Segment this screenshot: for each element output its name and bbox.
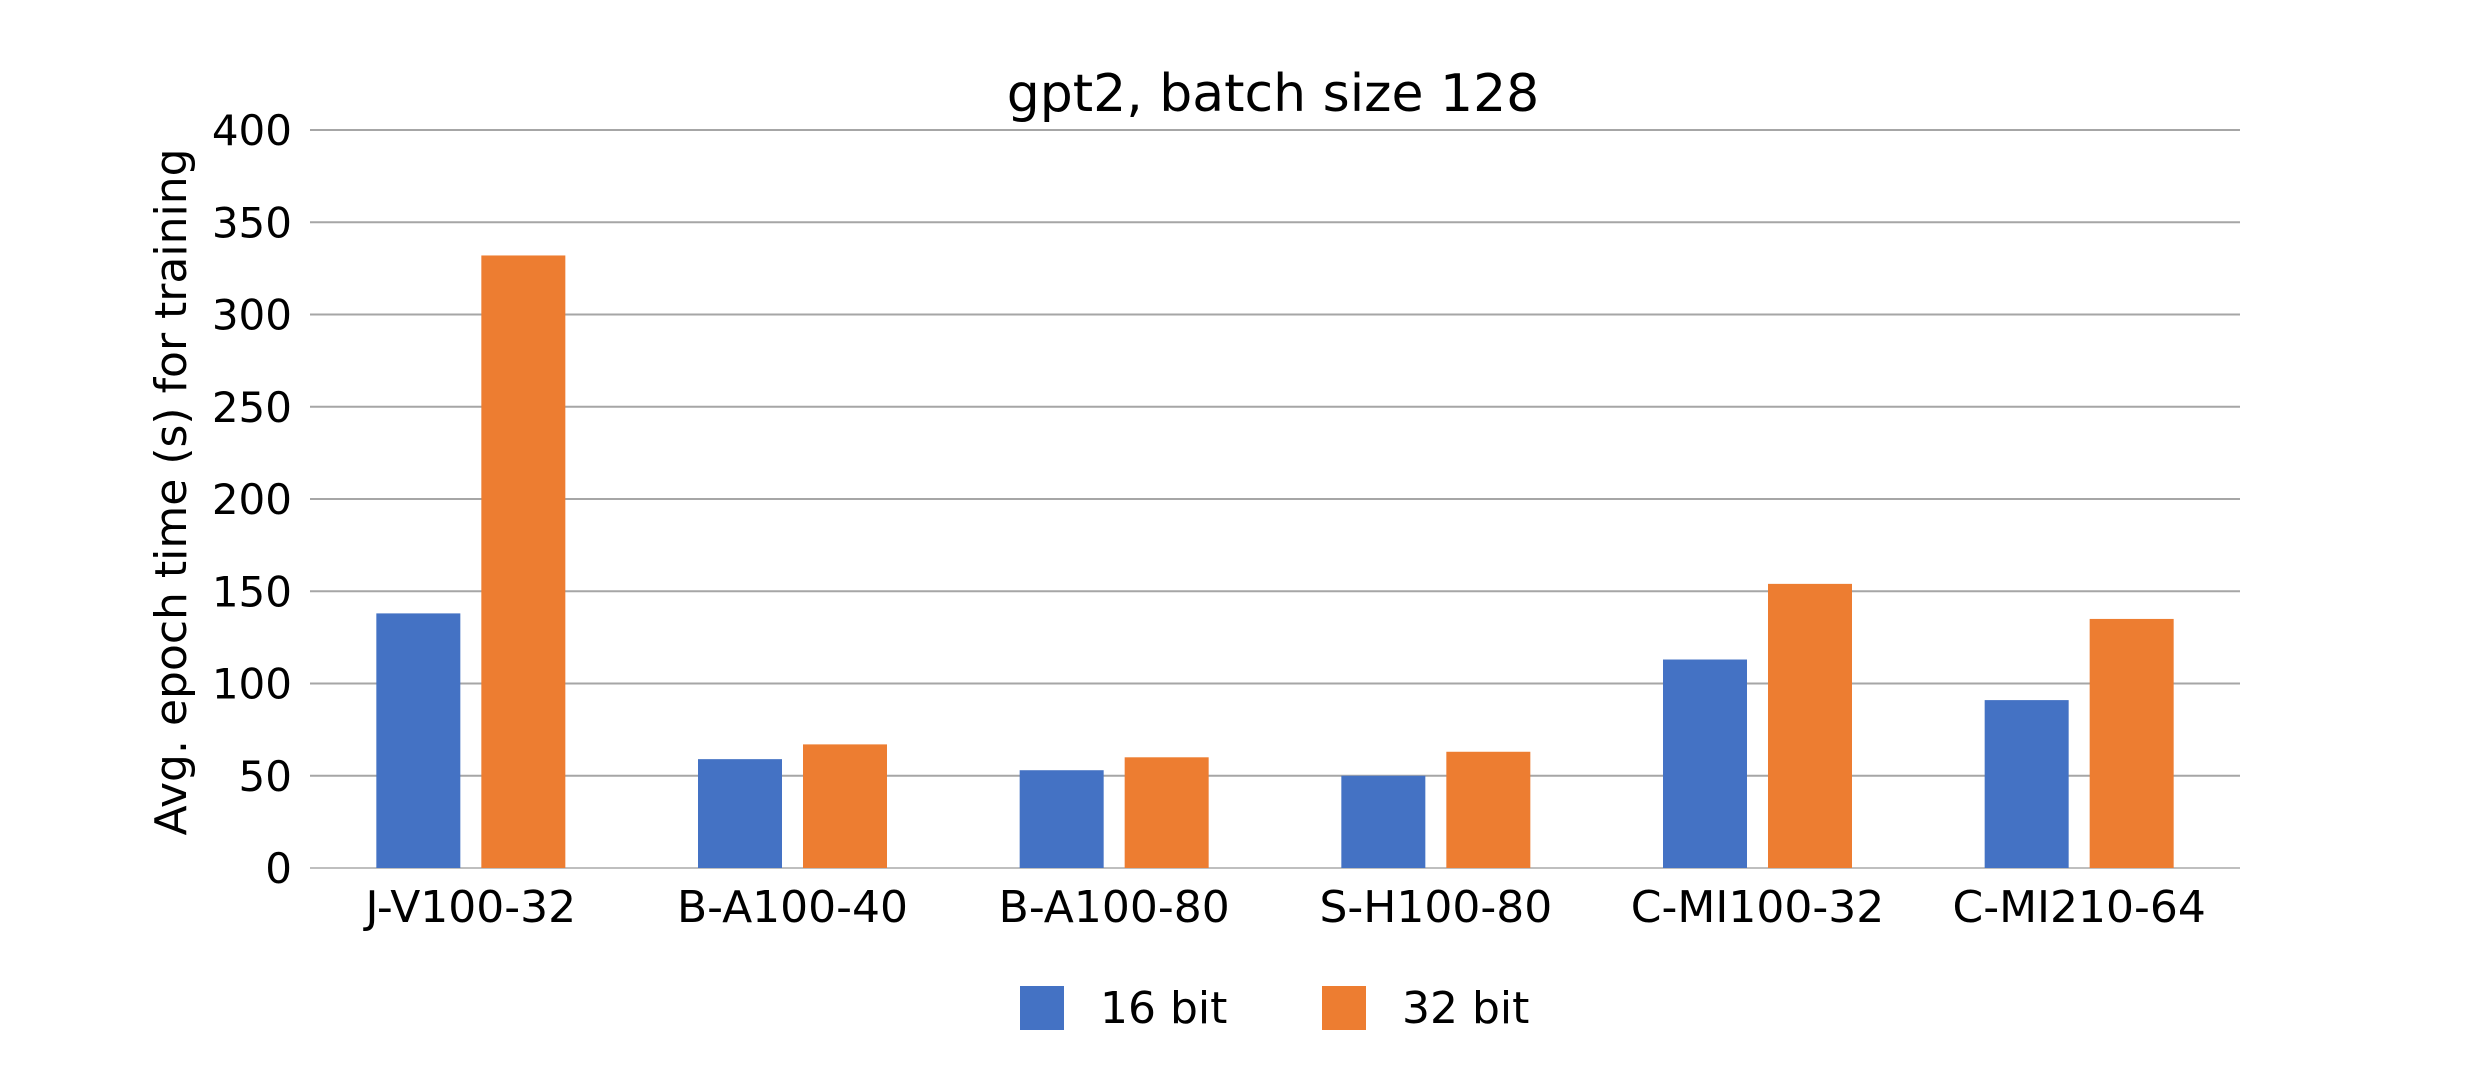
x-tick-label-c-mi100-32: C-MI100-32 bbox=[1631, 882, 1884, 933]
y-tick-label-400: 400 bbox=[212, 106, 292, 155]
x-tick-label-b-a100-80: B-A100-80 bbox=[999, 882, 1230, 933]
bar-c-mi210-64-16-bit bbox=[1984, 700, 2069, 868]
gridlines bbox=[310, 129, 2240, 869]
chart-title: gpt2, batch size 128 bbox=[1007, 64, 1540, 124]
x-tick-labels: J-V100-32 B-A100-40 B-A100-80 S-H100-80 C-MI… bbox=[363, 882, 2206, 933]
y-tick-label-150: 150 bbox=[212, 567, 292, 616]
bar-b-a100-40-32-bit bbox=[803, 744, 887, 868]
bar-s-h100-80-32-bit bbox=[1446, 751, 1531, 868]
x-tick-label-s-h100-80: S-H100-80 bbox=[1319, 882, 1552, 933]
y-tick-label-300: 300 bbox=[212, 291, 292, 340]
y-tick-label-250: 250 bbox=[212, 383, 292, 432]
y-tick-label-200: 200 bbox=[212, 475, 292, 524]
bar-s-h100-80-16-bit bbox=[1341, 775, 1426, 868]
bar-b-a100-80-16-bit bbox=[1019, 770, 1104, 868]
x-tick-label-c-mi210-64: C-MI210-64 bbox=[1952, 882, 2205, 933]
y-tick-label-100: 100 bbox=[212, 660, 292, 709]
legend-label-32-bit: 32 bit bbox=[1402, 983, 1529, 1034]
y-tick-labels: 0 50 100 150 200 250 300 350 400 bbox=[212, 106, 292, 893]
bar-b-a100-40-16-bit bbox=[698, 759, 782, 868]
y-tick-label-350: 350 bbox=[212, 198, 292, 247]
bar-c-mi100-32-16-bit bbox=[1663, 659, 1747, 868]
legend-label-16-bit: 16 bit bbox=[1100, 983, 1227, 1034]
bar-c-mi210-64-32-bit bbox=[2089, 618, 2174, 868]
y-tick-label-50: 50 bbox=[239, 752, 292, 801]
bars bbox=[376, 255, 2174, 868]
legend: 16 bit 32 bit bbox=[1020, 983, 1529, 1034]
bar-b-a100-80-32-bit bbox=[1124, 757, 1209, 868]
x-tick-label-j-v100-32: J-V100-32 bbox=[363, 882, 577, 933]
y-tick-label-0: 0 bbox=[265, 844, 292, 893]
bar-j-v100-32-32-bit bbox=[481, 255, 566, 868]
y-axis-label: Avg. epoch time (s) for training bbox=[146, 148, 197, 835]
legend-swatch-16-bit bbox=[1020, 986, 1064, 1030]
x-tick-label-b-a100-40: B-A100-40 bbox=[677, 882, 908, 933]
bar-c-mi100-32-32-bit bbox=[1768, 583, 1852, 868]
bar-j-v100-32-16-bit bbox=[376, 613, 461, 868]
legend-swatch-32-bit bbox=[1322, 986, 1366, 1030]
